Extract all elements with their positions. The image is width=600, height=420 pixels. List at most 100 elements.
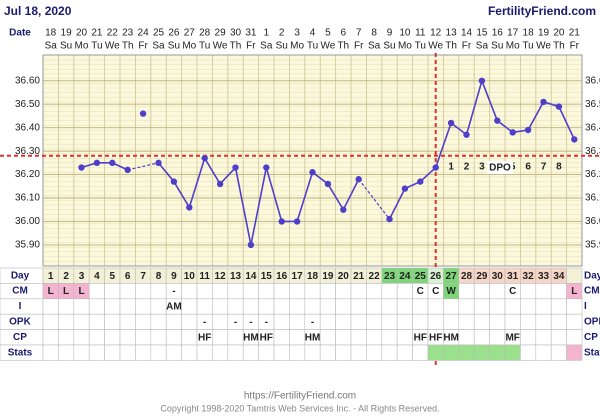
- date-label: 15: [476, 28, 488, 39]
- weekday-label: Th: [337, 41, 349, 52]
- row-label-cell: [0, 298, 44, 315]
- table-cell: [165, 344, 182, 361]
- table-cell: [366, 283, 383, 300]
- weekday-label: Sa: [476, 41, 489, 52]
- date-label: Date: [9, 28, 31, 39]
- date-label: 21: [569, 28, 581, 39]
- cell-text: HF: [414, 332, 427, 343]
- table-cell: [366, 298, 383, 315]
- y-tick-label-right: 36.50: [585, 99, 600, 110]
- table-cell: [273, 283, 290, 300]
- y-tick-label-right: 36.40: [585, 122, 600, 133]
- table-cell: [319, 283, 336, 300]
- temp-point: [386, 215, 393, 223]
- table-cell: [473, 329, 490, 346]
- dpo-number: 8: [556, 161, 562, 172]
- temp-line: [81, 162, 129, 171]
- table-cell: [381, 313, 398, 330]
- table-cell: [135, 283, 152, 300]
- weekday-label: We: [105, 41, 120, 52]
- date-label: 4: [310, 28, 316, 39]
- temp-point: [216, 180, 224, 188]
- temp-point: [78, 164, 85, 171]
- y-tick-label-right: 35.90: [585, 240, 600, 251]
- table-cell: [42, 298, 59, 315]
- cell-text: AM: [166, 302, 182, 313]
- table-cell: [73, 313, 90, 330]
- dpo-number: 7: [541, 161, 547, 172]
- temp-point: [109, 159, 116, 167]
- y-tick-label-right: 36.30: [585, 146, 600, 157]
- table-cell: [58, 298, 75, 315]
- weekday-label: We: [320, 41, 335, 52]
- table-cell: [181, 298, 198, 315]
- table-cell: [150, 283, 167, 300]
- row-label: Stats: [8, 347, 33, 358]
- table-cell: [458, 298, 475, 315]
- date-label: 21: [91, 28, 103, 39]
- table-cell: [181, 283, 198, 300]
- cell-text: 13: [230, 271, 242, 282]
- table-cell: [381, 329, 398, 346]
- table-cell: [289, 329, 306, 346]
- table-cell: [473, 283, 490, 300]
- table-cell: [396, 344, 413, 361]
- temp-point: [540, 98, 547, 106]
- cell-text: 5: [110, 271, 116, 282]
- table-cell: [227, 344, 244, 361]
- table-cell: [381, 283, 398, 300]
- table-cell: [550, 344, 567, 361]
- table-cell: [520, 344, 537, 361]
- row-label: OPK: [9, 317, 31, 328]
- row-label: I: [19, 301, 22, 312]
- cell-text: HM: [243, 332, 259, 343]
- date-label: 10: [399, 28, 411, 39]
- cell-text: HM: [305, 332, 321, 343]
- weekday-label: Su: [168, 41, 180, 52]
- date-label: 17: [507, 28, 519, 39]
- weekday-label: Fr: [246, 41, 256, 52]
- table-cell: [350, 283, 367, 300]
- table-cell: [396, 283, 413, 300]
- table-cell: [396, 329, 413, 346]
- table-cell: [242, 298, 259, 315]
- row-label-right: CP: [584, 332, 598, 343]
- table-cell: [520, 283, 537, 300]
- table-cell: [566, 298, 583, 315]
- weekday-label: Fr: [462, 41, 472, 52]
- cell-text: 20: [338, 271, 350, 282]
- cell-text: 4: [94, 271, 100, 282]
- table-cell: [150, 313, 167, 330]
- cell-text: 25: [415, 271, 427, 282]
- y-tick-label-right: 36.20: [585, 169, 600, 180]
- row-label: CM: [12, 286, 28, 297]
- y-tick-label-right: 36.10: [585, 193, 600, 204]
- table-cell: [304, 344, 321, 361]
- dpo-number: 3: [479, 161, 485, 172]
- y-tick-label-right: 36.60: [585, 75, 600, 86]
- table-cell: [196, 298, 213, 315]
- date-label: 7: [356, 28, 362, 39]
- cell-text: -: [265, 317, 268, 328]
- dpo-box: [487, 161, 513, 174]
- table-cell: [165, 313, 182, 330]
- table-cell: [550, 329, 567, 346]
- table-cell: [304, 283, 321, 300]
- table-cell: [366, 329, 383, 346]
- table-cell: [566, 313, 583, 330]
- cell-text: HF: [260, 332, 273, 343]
- cell-text: -: [311, 317, 314, 328]
- weekday-label: Mo: [398, 41, 412, 52]
- table-cell: [181, 329, 198, 346]
- table-cell: [227, 329, 244, 346]
- weekday-label: We: [213, 41, 228, 52]
- cell-text: 26: [430, 271, 442, 282]
- date-label: 27: [184, 28, 196, 39]
- table-cell: [150, 298, 167, 315]
- table-cell: [412, 313, 429, 330]
- cell-text: 27: [446, 271, 458, 282]
- table-cell: [335, 329, 352, 346]
- date-label: 19: [538, 28, 550, 39]
- temp-point: [571, 136, 578, 143]
